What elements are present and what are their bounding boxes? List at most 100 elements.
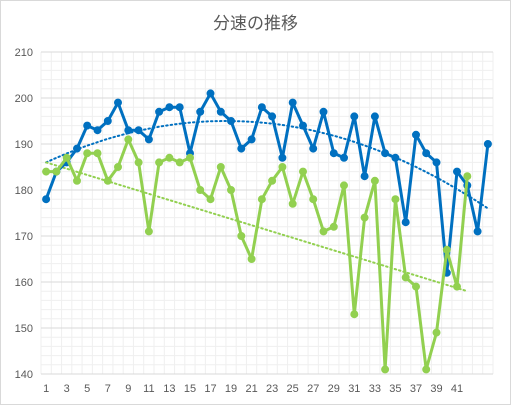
data-point bbox=[257, 195, 266, 204]
data-point bbox=[381, 365, 390, 374]
x-tick-label: 19 bbox=[225, 383, 237, 395]
data-point bbox=[237, 144, 246, 153]
data-point bbox=[288, 98, 297, 107]
data-point bbox=[83, 121, 92, 130]
data-point bbox=[412, 130, 420, 139]
y-tick-label: 160 bbox=[15, 277, 33, 289]
data-point bbox=[93, 126, 102, 135]
y-tick-label: 150 bbox=[15, 323, 33, 335]
data-point bbox=[155, 107, 164, 116]
x-tick-label: 21 bbox=[245, 383, 257, 395]
x-tick-label: 39 bbox=[430, 383, 442, 395]
data-point bbox=[257, 103, 266, 112]
data-point bbox=[453, 167, 461, 176]
y-tick-label: 190 bbox=[15, 139, 33, 151]
data-point bbox=[103, 176, 112, 185]
data-point bbox=[309, 195, 318, 204]
data-point bbox=[401, 218, 410, 227]
data-point bbox=[155, 158, 164, 167]
data-point bbox=[329, 149, 338, 158]
x-tick-label: 7 bbox=[105, 383, 111, 395]
y-tick-label: 140 bbox=[15, 369, 33, 381]
data-point bbox=[93, 149, 102, 158]
data-point bbox=[360, 172, 369, 181]
data-point bbox=[73, 176, 81, 185]
x-tick-label: 23 bbox=[266, 383, 278, 395]
data-point bbox=[227, 117, 235, 125]
x-tick-label: 1 bbox=[43, 383, 49, 395]
data-point bbox=[186, 153, 194, 162]
data-point bbox=[206, 89, 215, 98]
data-point bbox=[175, 158, 184, 167]
y-tick-label: 180 bbox=[15, 185, 33, 197]
data-point bbox=[278, 163, 287, 171]
x-tick-label: 25 bbox=[287, 383, 299, 395]
x-tick-label: 37 bbox=[410, 383, 422, 395]
x-tick-label: 41 bbox=[451, 383, 463, 395]
data-point bbox=[227, 186, 235, 194]
data-point bbox=[83, 149, 92, 158]
data-point bbox=[329, 222, 338, 231]
x-tick-label: 3 bbox=[64, 383, 70, 395]
data-point bbox=[432, 328, 441, 337]
data-point bbox=[165, 153, 174, 162]
data-point bbox=[114, 98, 122, 107]
data-point bbox=[42, 167, 51, 176]
data-point bbox=[432, 158, 441, 167]
data-point bbox=[124, 135, 133, 144]
data-point bbox=[370, 176, 379, 185]
y-tick-label: 210 bbox=[15, 47, 33, 59]
data-point bbox=[42, 195, 51, 204]
data-point bbox=[401, 273, 410, 282]
data-point bbox=[144, 135, 153, 144]
data-point bbox=[247, 135, 256, 144]
data-point bbox=[350, 310, 359, 319]
x-tick-label: 11 bbox=[143, 383, 154, 395]
x-tick-label: 17 bbox=[204, 383, 216, 395]
data-point bbox=[319, 227, 328, 236]
data-point bbox=[299, 121, 307, 130]
data-point bbox=[370, 112, 379, 121]
data-point bbox=[309, 144, 318, 153]
data-point bbox=[165, 103, 174, 112]
x-tick-label: 9 bbox=[125, 383, 131, 395]
data-point bbox=[268, 112, 277, 121]
x-tick-label: 15 bbox=[184, 383, 196, 395]
data-point bbox=[360, 213, 369, 222]
data-point bbox=[442, 245, 451, 254]
x-tick-label: 35 bbox=[389, 383, 401, 395]
data-point bbox=[319, 107, 328, 116]
data-point bbox=[175, 103, 184, 112]
data-point bbox=[412, 282, 420, 291]
data-point bbox=[52, 167, 61, 176]
x-tick-label: 5 bbox=[84, 383, 90, 395]
data-point bbox=[73, 144, 81, 153]
data-point bbox=[144, 227, 153, 236]
data-point bbox=[391, 153, 400, 162]
x-tick-label: 31 bbox=[348, 383, 360, 395]
data-point bbox=[196, 107, 205, 116]
data-point bbox=[216, 107, 225, 116]
trendline bbox=[45, 119, 489, 210]
x-tick-label: 29 bbox=[328, 383, 340, 395]
data-point bbox=[134, 126, 143, 135]
x-tick-label: 27 bbox=[307, 383, 319, 395]
data-point bbox=[483, 140, 492, 148]
data-point bbox=[124, 126, 133, 135]
data-point bbox=[422, 365, 431, 374]
data-point bbox=[422, 149, 431, 158]
data-point bbox=[473, 227, 482, 236]
data-point bbox=[247, 255, 256, 263]
data-point bbox=[268, 176, 277, 185]
data-point bbox=[463, 172, 472, 181]
data-point bbox=[62, 153, 71, 162]
y-tick-label: 170 bbox=[15, 231, 33, 243]
x-tick-label: 13 bbox=[163, 383, 175, 395]
data-point bbox=[340, 181, 348, 190]
chart-title: 分速の推移 bbox=[213, 14, 298, 34]
data-point bbox=[350, 112, 359, 121]
data-point bbox=[381, 149, 390, 158]
data-point bbox=[278, 153, 287, 162]
